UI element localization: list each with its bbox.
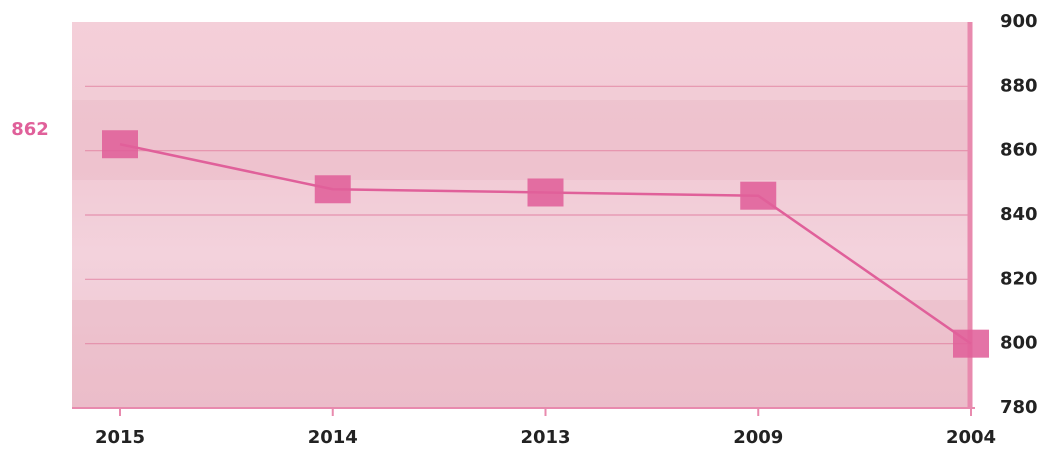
value-label: 862 (11, 119, 49, 140)
x-tick-label: 2014 (308, 427, 358, 448)
y-tick-label: 900 (1000, 11, 1038, 32)
background-photo-band (72, 100, 970, 180)
x-tick-label: 2009 (733, 427, 783, 448)
y-tick-label: 780 (1000, 397, 1038, 418)
page: 780 800 820 840 860 880 900 2015 2014 2013 2009 200… (0, 0, 1045, 450)
y-tick-label: 800 (1000, 333, 1038, 354)
y-tick-label: 840 (1000, 204, 1038, 225)
x-tick-label: 2015 (95, 427, 145, 448)
point-marker (315, 175, 351, 203)
y-tick-label: 860 (1000, 140, 1038, 161)
chart: 780 800 820 840 860 880 900 2015 2014 2013 2009 200… (0, 0, 1045, 450)
point-marker (102, 130, 138, 158)
point-marker (528, 178, 564, 206)
point-marker (953, 330, 989, 358)
y-tick-label: 820 (1000, 268, 1038, 289)
x-tick-label: 2004 (946, 427, 996, 448)
x-tick-label: 2013 (520, 427, 570, 448)
point-marker (740, 182, 776, 210)
y-tick-label: 880 (1000, 75, 1038, 96)
background-photo-band (72, 300, 970, 408)
